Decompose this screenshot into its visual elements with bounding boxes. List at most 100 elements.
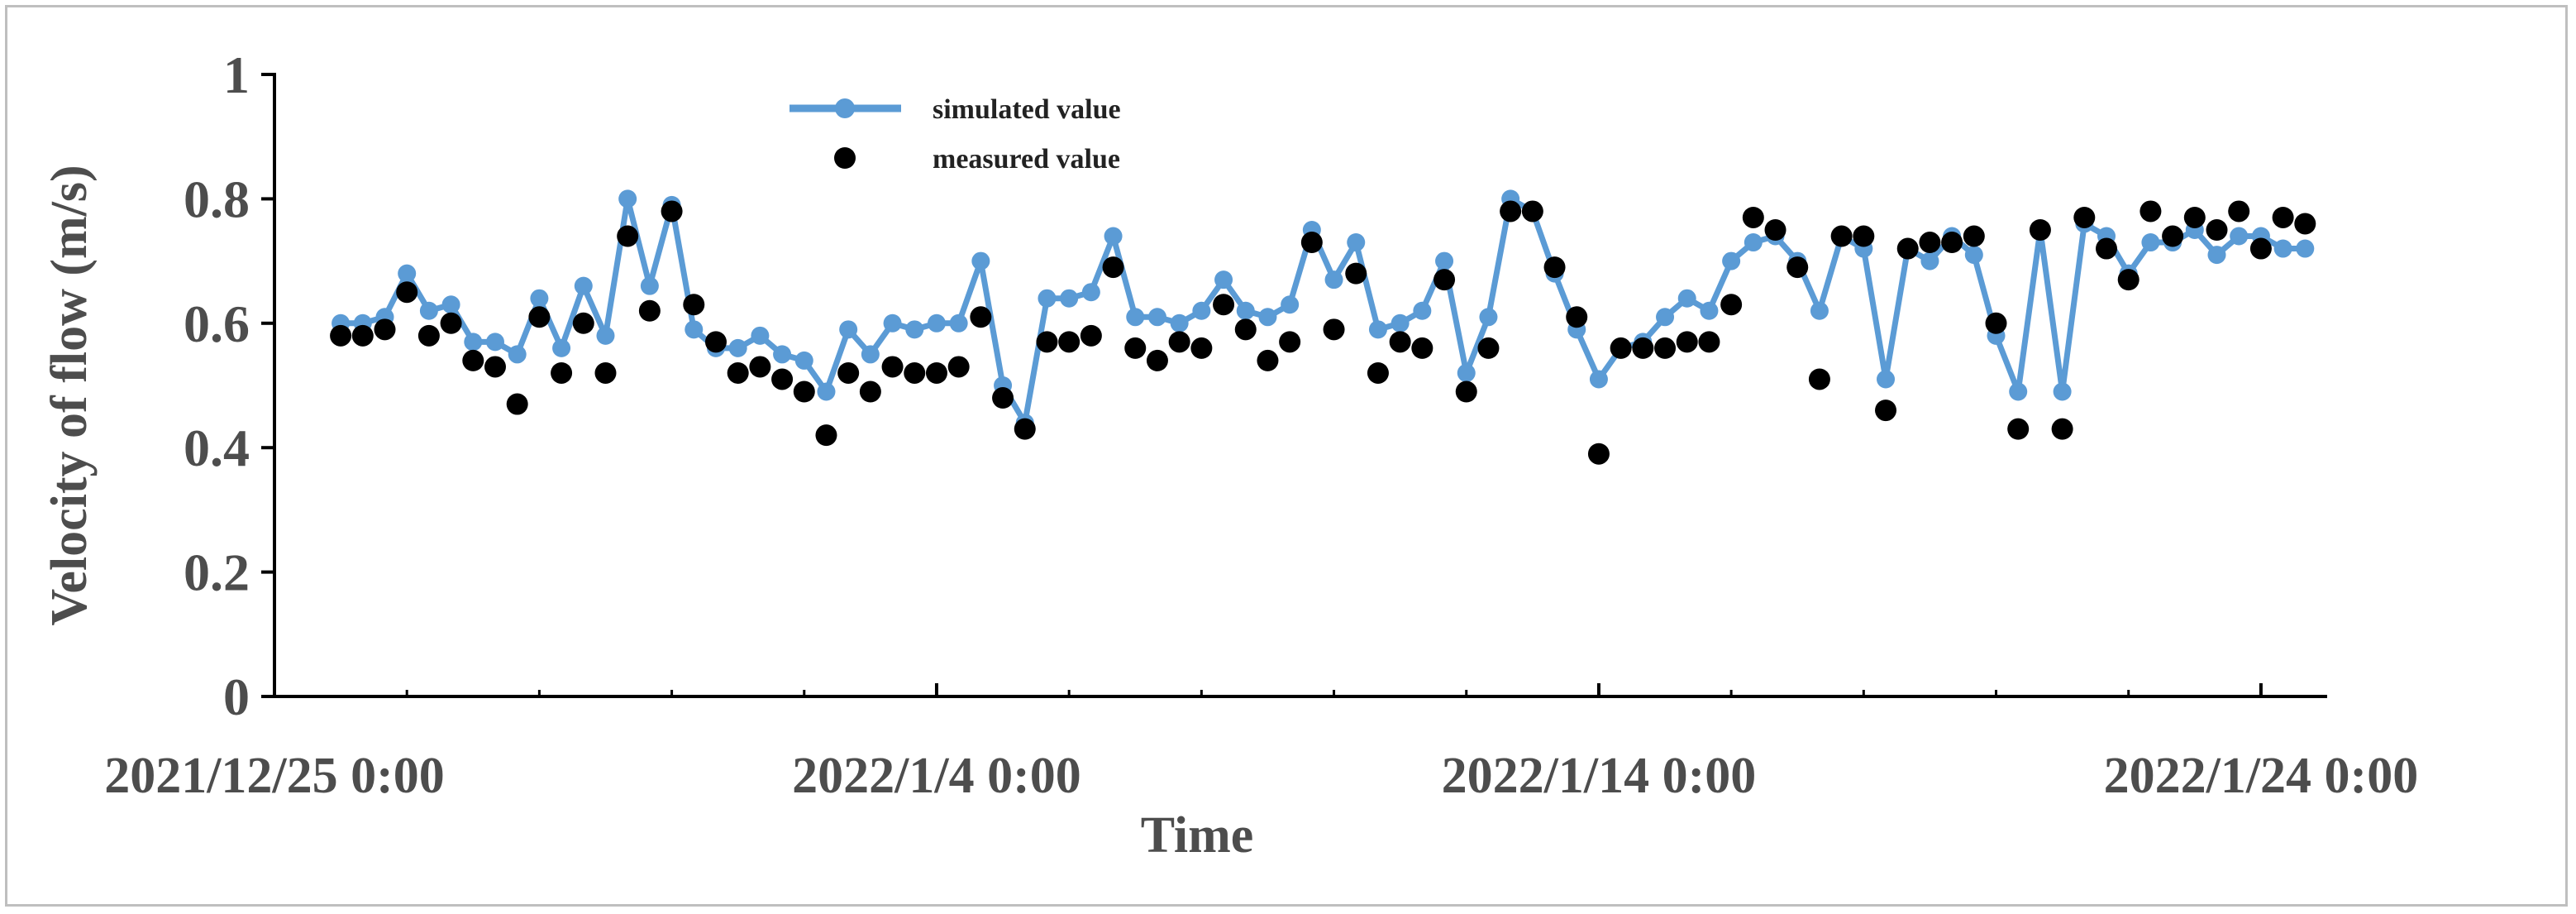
measured-point xyxy=(992,387,1014,409)
measured-point xyxy=(1742,206,1764,228)
measured-point xyxy=(551,361,573,384)
simulated-point xyxy=(1258,308,1277,327)
x-tick-label: 2022/1/14 0:00 xyxy=(1442,748,1757,804)
measured-point xyxy=(881,356,904,378)
measured-point xyxy=(1587,443,1610,465)
measured-point xyxy=(2294,213,2316,235)
y-tick-label: 0.8 xyxy=(184,170,250,228)
measured-point xyxy=(661,200,683,223)
simulated-point xyxy=(1192,301,1211,320)
y-tick-label: 0 xyxy=(223,668,250,726)
simulated-point xyxy=(1457,363,1476,382)
measured-point xyxy=(1080,324,1102,347)
measured-point xyxy=(1963,225,1985,247)
measured-point xyxy=(2140,200,2162,223)
measured-point xyxy=(1853,225,1875,247)
measured-point xyxy=(1279,331,1301,353)
measured-point xyxy=(1764,219,1787,241)
measured-point xyxy=(925,361,947,384)
measured-point xyxy=(749,356,771,378)
measured-point xyxy=(2007,418,2030,440)
measured-point xyxy=(970,306,992,328)
simulated-point xyxy=(2009,382,2028,401)
simulated-point xyxy=(1126,308,1145,327)
measured-point xyxy=(2183,206,2206,228)
legend-measured-marker xyxy=(834,147,856,169)
measured-point xyxy=(1720,294,1743,316)
measured-point xyxy=(1213,294,1235,316)
measured-point xyxy=(727,361,749,384)
legend-simulated-label: simulated value xyxy=(933,94,1121,125)
simulated-point xyxy=(1413,301,1432,320)
simulated-point xyxy=(508,345,527,364)
simulated-point xyxy=(1236,301,1255,320)
measured-point xyxy=(1411,337,1433,359)
measured-point xyxy=(1389,331,1411,353)
measured-point xyxy=(1300,232,1323,254)
measured-point xyxy=(396,281,418,304)
legend: simulated value measured value xyxy=(789,94,1121,175)
x-tick-labels: 2021/12/25 0:00 2022/1/4 0:00 2022/1/14 0:… xyxy=(104,748,2418,804)
measured-point xyxy=(2029,219,2051,241)
measured-point xyxy=(1632,337,1654,359)
simulated-point xyxy=(971,251,990,270)
x-axis-title: Time xyxy=(1141,807,1254,864)
simulated-point xyxy=(640,276,659,295)
y-tick-labels: 0 0.2 0.4 0.6 0.8 1 xyxy=(184,45,250,726)
simulated-point xyxy=(1368,320,1387,339)
simulated-point xyxy=(1147,308,1166,327)
simulated-point xyxy=(794,351,813,370)
legend-simulated-marker xyxy=(835,98,855,118)
y-tick-label: 1 xyxy=(223,45,250,104)
simulated-point xyxy=(1744,233,1763,252)
measured-point xyxy=(793,380,815,403)
chart-frame xyxy=(5,5,2568,907)
measured-point xyxy=(904,361,926,384)
simulated-point xyxy=(2296,239,2315,258)
x-tick-label: 2021/12/25 0:00 xyxy=(104,748,445,804)
y-tick-label: 0.2 xyxy=(184,543,250,602)
simulated-point xyxy=(728,338,747,357)
simulated-point xyxy=(574,276,593,295)
simulated-point xyxy=(398,264,417,283)
measured-point xyxy=(2206,219,2228,241)
measured-point xyxy=(1146,349,1168,371)
measured-point xyxy=(1058,331,1080,353)
simulated-point xyxy=(1877,370,1896,389)
measured-point xyxy=(1102,256,1124,279)
simulated-point xyxy=(927,313,946,333)
measured-point xyxy=(1808,368,1830,390)
measured-point xyxy=(1566,306,1588,328)
measured-point xyxy=(837,361,860,384)
simulated-point xyxy=(2230,227,2249,246)
simulated-point xyxy=(1281,295,1300,314)
measured-point xyxy=(2051,418,2073,440)
measured-point xyxy=(617,225,639,247)
simulated-point xyxy=(2273,239,2292,258)
simulated-point xyxy=(685,320,704,339)
measured-point xyxy=(2073,206,2096,228)
simulated-point xyxy=(552,338,571,357)
simulated-point xyxy=(1920,251,1939,270)
measured-point xyxy=(1654,337,1677,359)
measured-point xyxy=(1985,312,2007,334)
simulated-point xyxy=(883,313,902,333)
simulated-point xyxy=(1589,370,1608,389)
measured-point xyxy=(374,318,396,341)
series-measured xyxy=(330,200,2316,465)
measured-point xyxy=(2249,237,2272,260)
simulated-point xyxy=(1700,301,1719,320)
measured-point xyxy=(1124,337,1147,359)
simulated-point xyxy=(530,289,549,308)
simulated-point xyxy=(817,382,836,401)
simulated-point xyxy=(441,295,460,314)
measured-point xyxy=(484,356,506,378)
simulated-point xyxy=(1324,270,1343,290)
simulated-point xyxy=(905,320,924,339)
legend-measured-label: measured value xyxy=(933,144,1120,175)
measured-point xyxy=(859,380,881,403)
measured-point xyxy=(417,324,440,347)
measured-point xyxy=(1919,232,1941,254)
measured-point xyxy=(506,393,528,415)
measured-point xyxy=(1345,262,1367,285)
